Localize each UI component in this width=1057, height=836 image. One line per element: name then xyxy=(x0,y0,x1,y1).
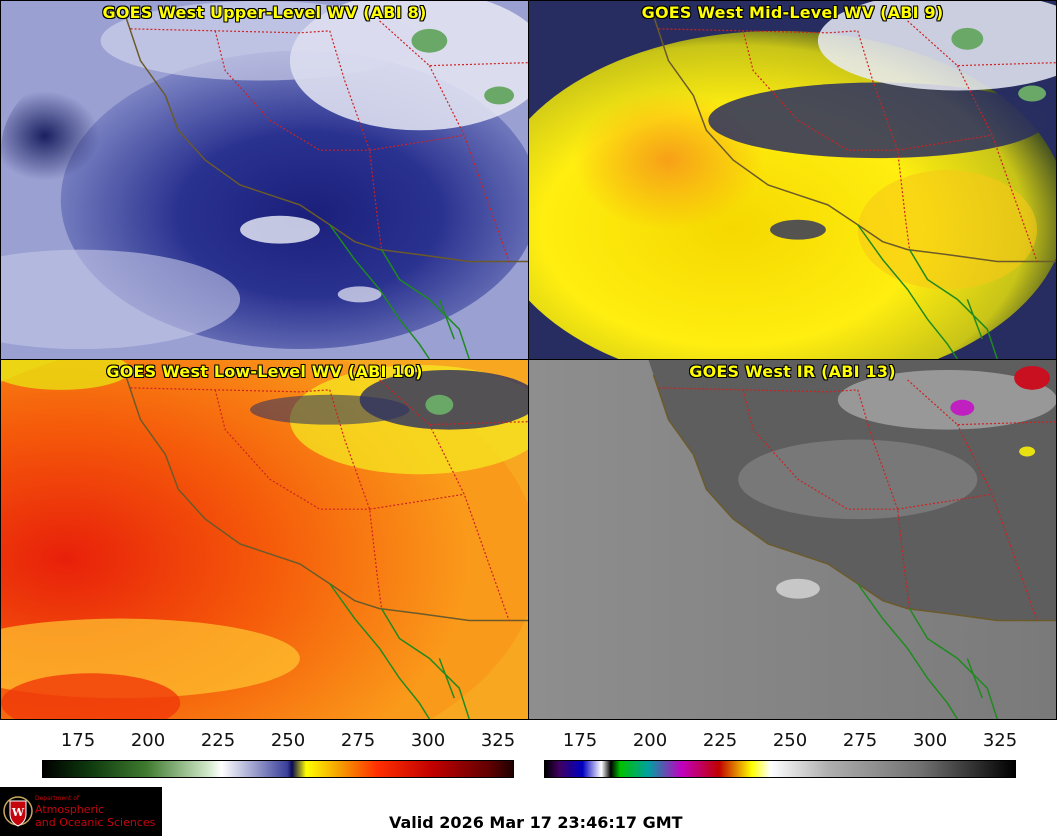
upper-level-wv-image xyxy=(1,1,528,359)
ir-tick-label: 300 xyxy=(912,730,948,751)
wv-colorbar-gradient xyxy=(42,760,514,778)
wv-colorbar: 175 200 225 250 275 300 325 xyxy=(0,722,529,782)
ir-tick-label: 325 xyxy=(982,730,1018,751)
ir-tick-label: 175 xyxy=(562,730,598,751)
ir-colorbar-ticks: 175 200 225 250 275 300 325 xyxy=(528,730,1057,754)
wv-tick-label: 175 xyxy=(60,730,96,751)
wv-tick-label: 225 xyxy=(200,730,236,751)
panel-title: GOES West Upper-Level WV (ABI 8) xyxy=(102,3,427,22)
ir-image xyxy=(529,360,1056,719)
ir-tick-label: 250 xyxy=(772,730,808,751)
svg-text:W: W xyxy=(11,806,25,819)
panel-upper-level-wv: GOES West Upper-Level WV (ABI 8) xyxy=(0,0,529,360)
ir-tick-label: 225 xyxy=(702,730,738,751)
uw-crest-icon: W xyxy=(3,796,33,827)
ir-colorbar-gradient xyxy=(544,760,1016,778)
logo-line-1: Atmospheric xyxy=(35,803,105,816)
logo-line-2: and Oceanic Sciences xyxy=(35,816,156,829)
panel-title: GOES West Mid-Level WV (ABI 9) xyxy=(641,3,944,22)
wv-tick-label: 325 xyxy=(480,730,516,751)
panel-title: GOES West IR (ABI 13) xyxy=(689,362,896,381)
wv-tick-label: 250 xyxy=(270,730,306,751)
ir-colorbar: 175 200 225 250 275 300 325 xyxy=(528,722,1057,782)
satellite-image-grid: GOES West Upper-Level WV (ABI 8) xyxy=(0,0,1057,720)
panel-title: GOES West Low-Level WV (ABI 10) xyxy=(106,362,423,381)
ir-tick-label: 275 xyxy=(842,730,878,751)
valid-timestamp: Valid 2026 Mar 17 23:46:17 GMT xyxy=(389,813,683,832)
logo-dept-text: Department of xyxy=(35,795,79,802)
wv-tick-label: 200 xyxy=(130,730,166,751)
aos-logo: W Department of Atmospheric and Oceanic … xyxy=(0,787,162,836)
panel-low-level-wv: GOES West Low-Level WV (ABI 10) xyxy=(0,359,529,720)
wv-tick-label: 275 xyxy=(340,730,376,751)
wv-colorbar-ticks: 175 200 225 250 275 300 325 xyxy=(0,730,529,754)
mid-level-wv-image xyxy=(529,1,1056,359)
panel-mid-level-wv: GOES West Mid-Level WV (ABI 9) xyxy=(528,0,1057,360)
panel-ir: GOES West IR (ABI 13) xyxy=(528,359,1057,720)
ir-tick-label: 200 xyxy=(632,730,668,751)
low-level-wv-image xyxy=(1,360,528,719)
wv-tick-label: 300 xyxy=(410,730,446,751)
